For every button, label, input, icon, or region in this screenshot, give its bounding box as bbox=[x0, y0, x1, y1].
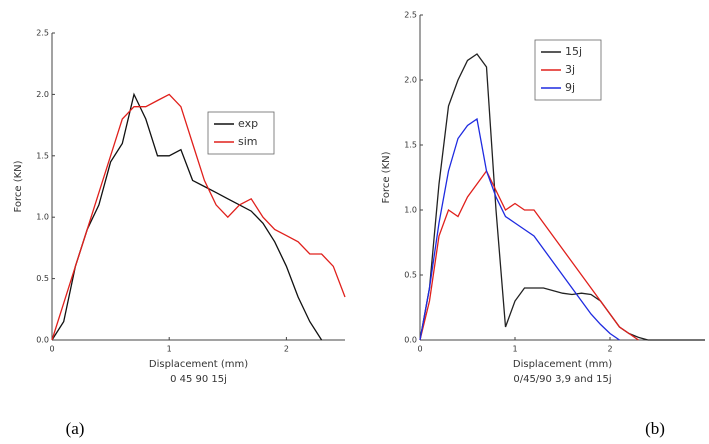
subtitle: 0 45 90 15j bbox=[170, 374, 227, 385]
y-tick-label: 2.0 bbox=[404, 76, 417, 85]
y-tick-label: 1.5 bbox=[404, 141, 417, 150]
y-tick-label: 2.5 bbox=[36, 29, 49, 38]
legend-label: 3j bbox=[565, 63, 575, 76]
y-tick-label: 0.0 bbox=[36, 336, 49, 345]
legend-label: exp bbox=[238, 117, 258, 130]
y-tick-label: 0.5 bbox=[404, 271, 417, 280]
x-tick-label: 0 bbox=[49, 345, 54, 354]
y-tick-label: 0.0 bbox=[404, 336, 417, 345]
x-tick-label: 1 bbox=[512, 345, 517, 354]
subtitle: 0/45/90 3,9 and 15j bbox=[513, 374, 611, 385]
x-axis-title: Displacement (mm) bbox=[149, 359, 248, 370]
y-tick-label: 2.5 bbox=[404, 11, 417, 20]
y-tick-label: 1.0 bbox=[404, 206, 417, 215]
series-line bbox=[51, 93, 346, 341]
series-line bbox=[419, 169, 639, 341]
x-tick-label: 0 bbox=[417, 345, 422, 354]
legend-box bbox=[207, 111, 275, 155]
legend-label: 15j bbox=[565, 45, 582, 58]
x-tick-label: 2 bbox=[284, 345, 289, 354]
y-tick-label: 0.5 bbox=[36, 274, 49, 283]
series-line bbox=[419, 117, 620, 341]
caption: (a) bbox=[66, 419, 85, 438]
x-axis-title: Displacement (mm) bbox=[513, 359, 612, 370]
x-tick-label: 2 bbox=[607, 345, 612, 354]
x-tick-label: 1 bbox=[167, 345, 172, 354]
y-tick-label: 1.0 bbox=[36, 213, 49, 222]
caption: (b) bbox=[645, 419, 665, 438]
series-line bbox=[419, 53, 705, 341]
legend-label: 9j bbox=[565, 81, 575, 94]
series-line bbox=[51, 92, 323, 341]
legend-label: sim bbox=[238, 135, 258, 148]
y-tick-label: 2.0 bbox=[36, 90, 49, 99]
y-axis-title: Force (KN) bbox=[13, 160, 24, 212]
y-tick-label: 1.5 bbox=[36, 151, 49, 160]
y-axis-title: Force (KN) bbox=[381, 151, 392, 203]
